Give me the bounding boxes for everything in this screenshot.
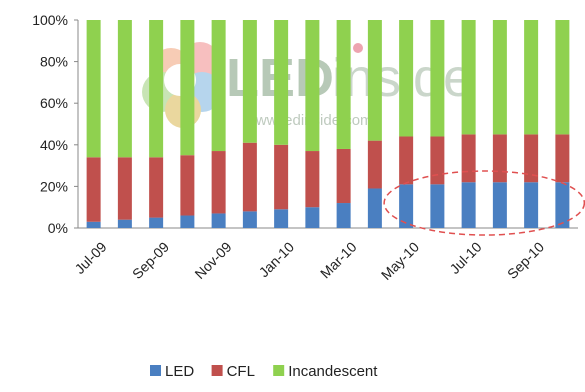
legend-swatch-incandescent — [273, 365, 285, 376]
legend-label-led: LED — [165, 363, 194, 380]
bars — [86, 20, 570, 228]
bar-cfl-oct-09 — [180, 155, 195, 216]
bar-cfl-jul-09 — [86, 157, 101, 222]
bar-incandescent-nov-09 — [211, 20, 226, 152]
bar-incandescent-oct-09 — [180, 20, 195, 156]
bar-led-aug-10 — [492, 182, 507, 228]
highlight-annotation — [383, 170, 585, 236]
x-tick-label: Nov-09 — [191, 239, 234, 282]
bar-led-jul-09 — [86, 221, 101, 228]
y-tick-label: 40% — [40, 137, 68, 153]
x-axis-ticks: Jul-09 Sep-09 Nov-09 Jan-10 Mar-10 May-10 Jul-… — [71, 239, 547, 283]
bar-led-may-10 — [399, 184, 414, 228]
bar-cfl-jun-10 — [430, 136, 445, 185]
bar-incandescent-mar-10 — [336, 20, 351, 149]
bar-incandescent-jul-10 — [461, 20, 476, 135]
x-tick-label: Jul-10 — [446, 239, 484, 277]
x-tick-label: Sep-10 — [504, 239, 547, 282]
bar-cfl-mar-10 — [336, 148, 351, 204]
x-tick-label: Sep-09 — [129, 239, 172, 282]
bar-incandescent-sep-10 — [524, 20, 539, 135]
x-tick-label: Jul-09 — [71, 239, 109, 277]
x-tick-label: Mar-10 — [317, 239, 360, 282]
bar-led-oct-09 — [180, 215, 195, 228]
bar-led-jan-10 — [274, 209, 289, 228]
bar-incandescent-dec-09 — [242, 20, 257, 143]
bar-led-oct-10 — [555, 182, 570, 228]
legend-label-incandescent: Incandescent — [288, 363, 378, 380]
bar-led-jul-10 — [461, 182, 476, 228]
bar-incandescent-oct-10 — [555, 20, 570, 135]
bar-cfl-sep-09 — [149, 157, 164, 218]
bar-cfl-may-10 — [399, 136, 414, 185]
bar-cfl-aug-09 — [117, 157, 132, 220]
bar-led-nov-09 — [211, 213, 226, 228]
y-tick-label: 0% — [48, 220, 68, 236]
bar-cfl-nov-09 — [211, 151, 226, 214]
y-axis-ticks: 0% 20% 40% 60% 80% 100% — [32, 12, 78, 236]
y-tick-label: 100% — [32, 12, 68, 28]
bar-incandescent-may-10 — [399, 20, 414, 137]
y-tick-label: 60% — [40, 95, 68, 111]
bar-cfl-sep-10 — [524, 134, 539, 183]
bar-led-aug-09 — [117, 219, 132, 228]
bar-cfl-dec-09 — [242, 142, 257, 212]
bar-led-dec-09 — [242, 211, 257, 228]
bar-cfl-oct-10 — [555, 134, 570, 183]
bar-incandescent-apr-10 — [367, 20, 382, 141]
x-tick-label: May-10 — [378, 239, 422, 283]
y-tick-label: 20% — [40, 178, 68, 194]
legend-label-cfl: CFL — [227, 363, 255, 380]
bar-led-feb-10 — [305, 207, 320, 228]
bar-cfl-jan-10 — [274, 144, 289, 210]
legend-swatch-cfl — [211, 365, 223, 376]
bar-incandescent-aug-09 — [117, 20, 132, 158]
bar-led-jun-10 — [430, 184, 445, 228]
bar-cfl-jul-10 — [461, 134, 476, 183]
bar-incandescent-sep-09 — [149, 20, 164, 158]
bar-led-mar-10 — [336, 203, 351, 228]
x-tick-label: Jan-10 — [256, 239, 298, 281]
bar-cfl-apr-10 — [367, 140, 382, 189]
bar-incandescent-feb-10 — [305, 20, 320, 152]
legend: LED CFL Incandescent — [150, 363, 378, 380]
bar-cfl-feb-10 — [305, 151, 320, 208]
bar-incandescent-jan-10 — [274, 20, 289, 145]
bar-led-sep-10 — [524, 182, 539, 228]
bar-incandescent-aug-10 — [492, 20, 507, 135]
bar-led-apr-10 — [367, 188, 382, 228]
y-tick-label: 80% — [40, 54, 68, 70]
bar-cfl-aug-10 — [492, 134, 507, 183]
legend-swatch-led — [150, 365, 161, 376]
bar-incandescent-jul-09 — [86, 20, 101, 158]
watermark-dot — [353, 43, 363, 53]
bar-led-sep-09 — [149, 217, 164, 228]
highlight-ellipse — [383, 170, 585, 236]
bar-incandescent-jun-10 — [430, 20, 445, 137]
